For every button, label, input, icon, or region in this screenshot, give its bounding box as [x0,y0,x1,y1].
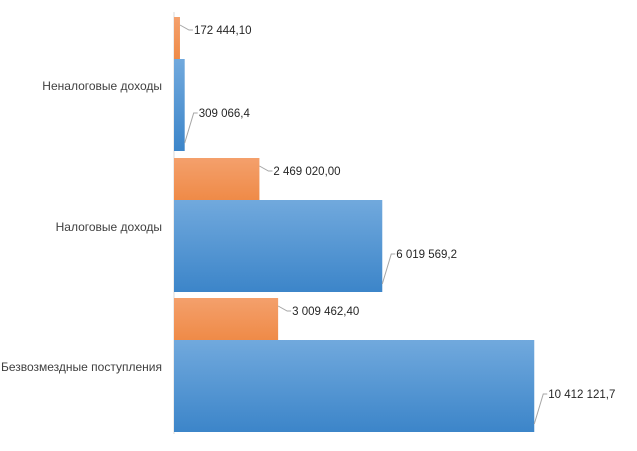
leader-lines-layer [179,24,548,425]
leader-line-series-2-неналоговые-доходы [184,112,198,144]
bar-series-2-неналоговые-доходы [174,59,185,151]
leader-line-series-2-безвозмездные-поступления [533,393,548,425]
leader-line-series-1-налоговые-доходы [259,165,273,172]
bar-series-2-налоговые-доходы [174,200,383,292]
labels-layer: Неналоговые доходы 172 444,10 309 066,4 Нал… [1,25,615,401]
bar-series-2-безвозмездные-поступления [174,340,535,432]
data-label-series-1-налоговые-доходы: 2 469 020,00 [273,166,340,178]
data-label-series-1-безвозмездные-поступления: 3 009 462,40 [292,306,359,318]
bars-layer [174,17,535,432]
data-label-series-2-неналоговые-доходы: 309 066,4 [199,108,251,120]
data-label-series-2-налоговые-доходы: 6 019 569,2 [396,249,457,261]
category-label-налоговые-доходы: Налоговые доходы [56,220,162,234]
category-label-безвозмездные-поступления: Безвозмездные поступления [1,360,162,374]
leader-line-series-1-безвозмездные-поступления [277,305,292,312]
data-label-series-1-неналоговые-доходы: 172 444,10 [194,25,252,37]
category-label-неналоговые-доходы: Неналоговые доходы [42,79,162,93]
leader-line-series-2-налоговые-доходы [381,253,396,285]
data-label-series-2-безвозмездные-поступления: 10 412 121,7 [548,389,615,401]
leader-line-series-1-неналоговые-доходы [179,24,193,31]
